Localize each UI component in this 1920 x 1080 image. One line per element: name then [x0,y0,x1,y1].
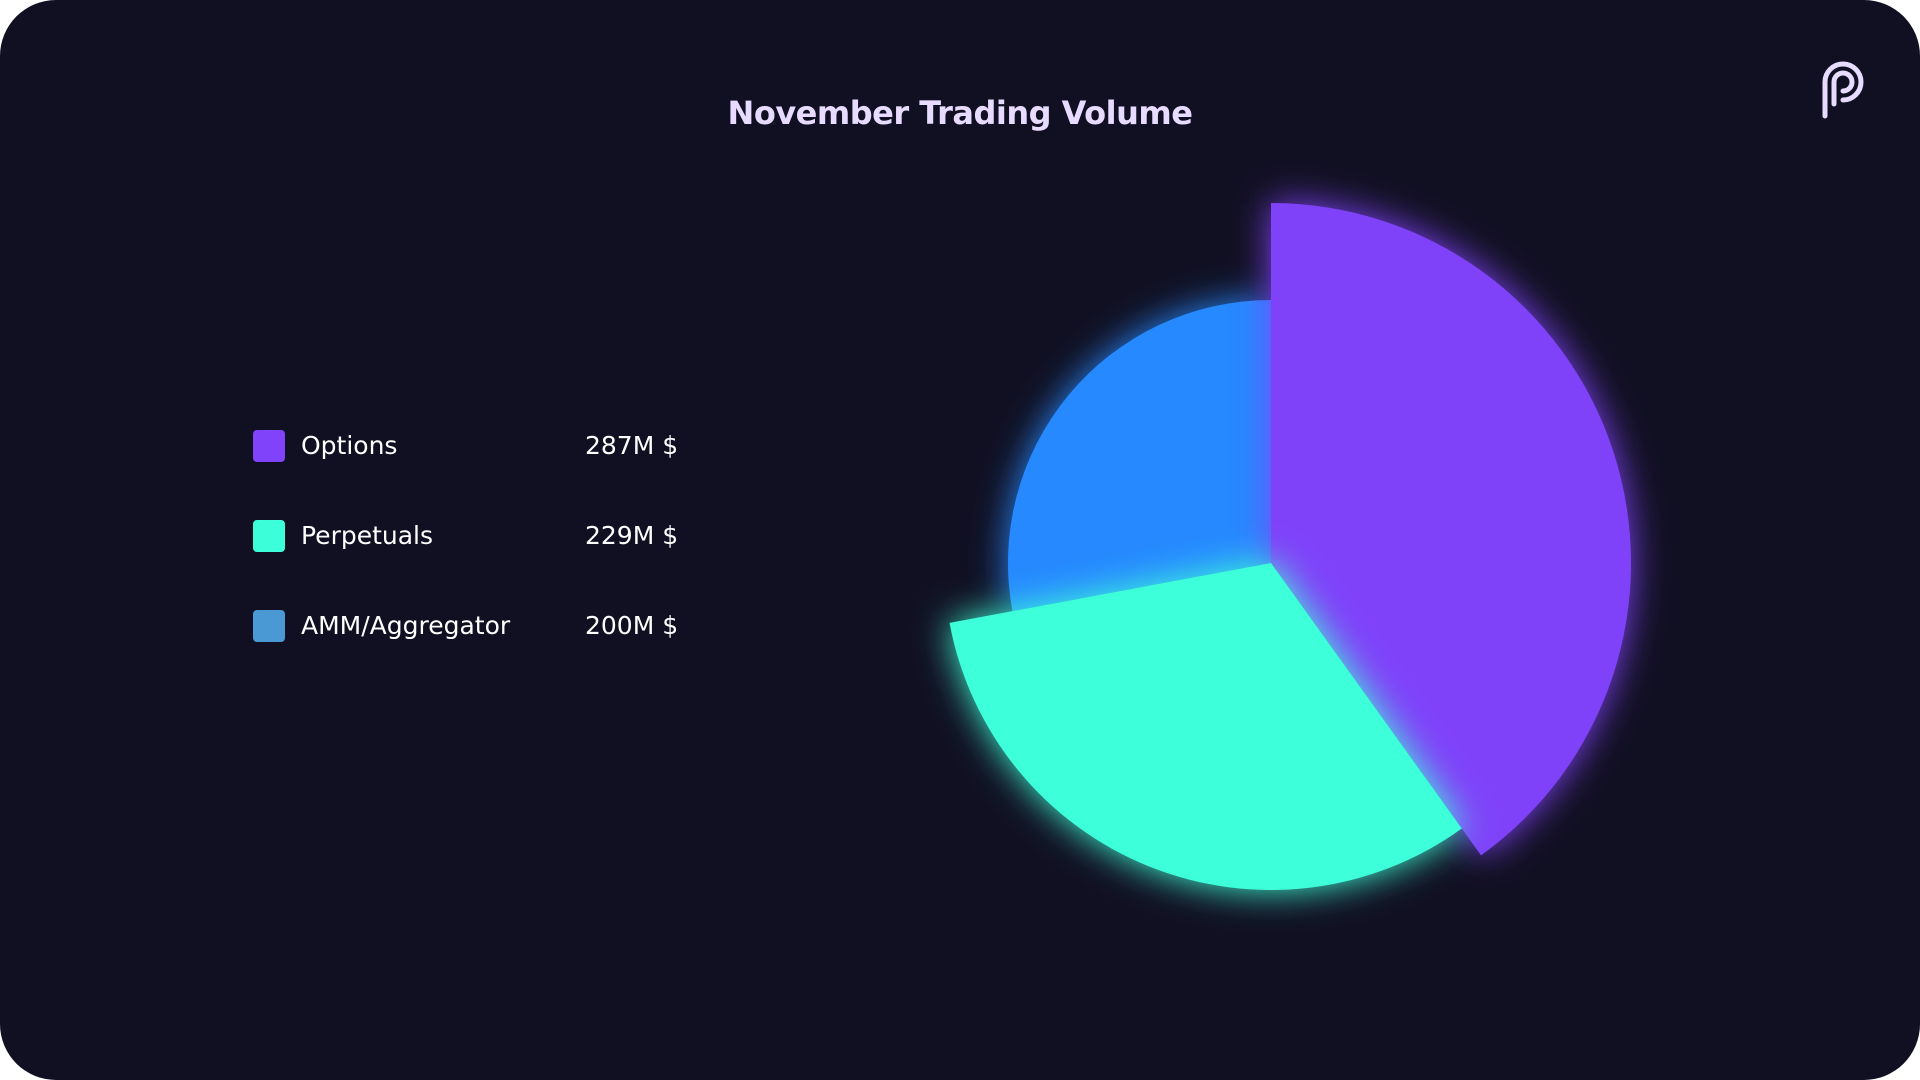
legend-swatch-perpetuals [253,520,285,552]
legend-label-perpetuals: Perpetuals [301,521,434,550]
legend-swatch-options [253,430,285,462]
legend-value-amm-aggregator: 200M $ [585,611,679,640]
legend-swatch-amm-aggregator [253,610,285,642]
legend-item-options: Options 287M $ [253,428,753,464]
pie-slice-amm-aggregator [1008,300,1271,612]
pie-slice-perpetuals [949,563,1462,891]
legend-item-perpetuals: Perpetuals 229M $ [253,518,753,554]
legend-value-options: 287M $ [585,431,679,460]
chart-title: November Trading Volume [727,94,1193,132]
pyth-logo-icon [1822,61,1864,119]
legend-label-amm-aggregator: AMM/Aggregator [301,611,511,640]
legend-value-perpetuals: 229M $ [585,521,679,550]
legend-item-amm-aggregator: AMM/Aggregator 200M $ [253,608,753,644]
legend-label-options: Options [301,431,398,460]
pie-slice-options [1271,203,1631,856]
